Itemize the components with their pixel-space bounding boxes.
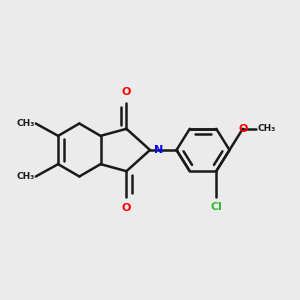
Text: CH₃: CH₃	[257, 124, 276, 133]
Text: Cl: Cl	[210, 202, 222, 212]
Text: CH₃: CH₃	[16, 172, 34, 181]
Text: O: O	[238, 124, 248, 134]
Text: O: O	[122, 203, 131, 213]
Text: CH₃: CH₃	[16, 119, 34, 128]
Text: O: O	[122, 87, 131, 97]
Text: N: N	[154, 145, 163, 155]
